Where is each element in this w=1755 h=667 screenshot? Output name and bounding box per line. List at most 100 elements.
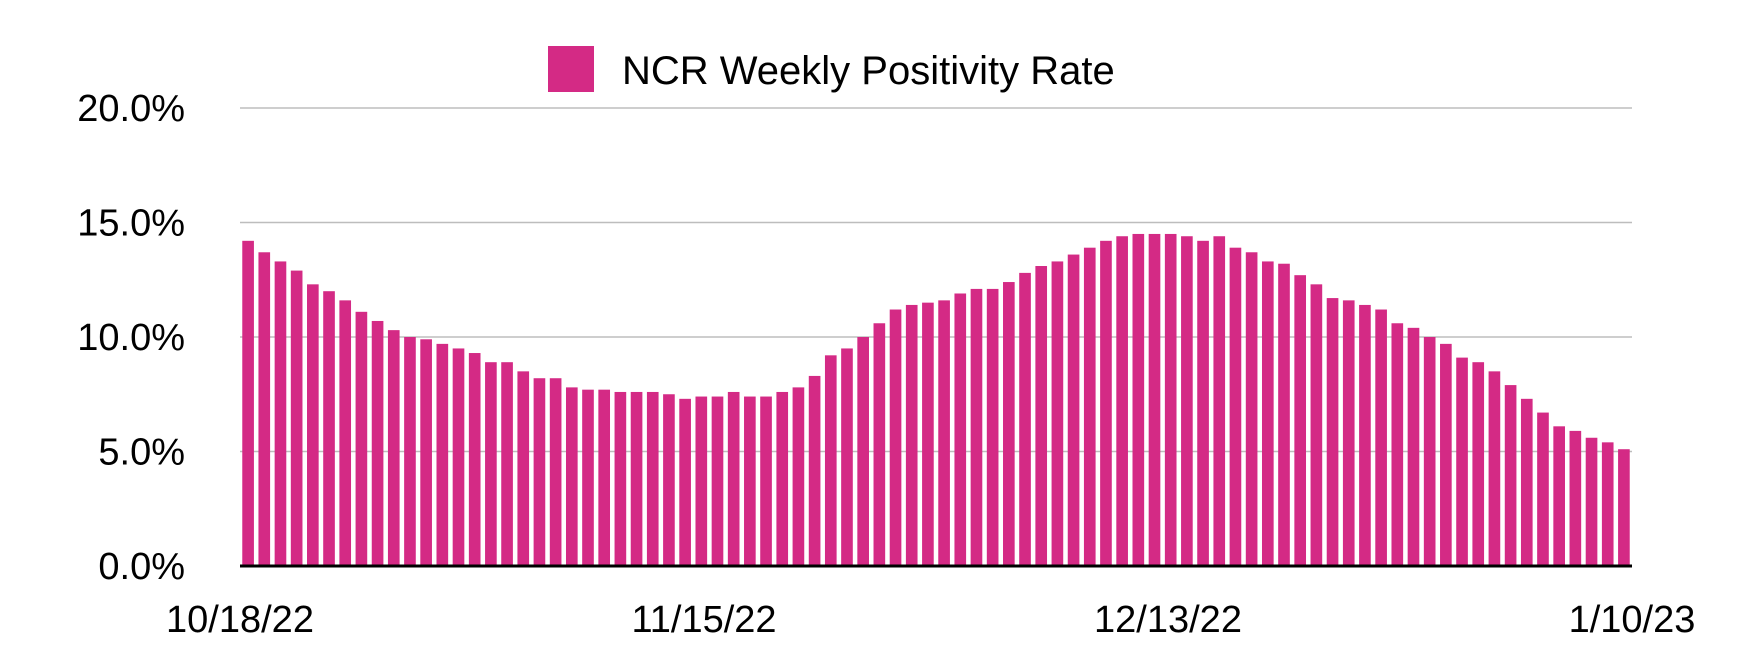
bar [1229,247,1242,566]
bar [1100,240,1112,566]
bar [1342,300,1355,566]
bar [938,300,950,566]
bar [1261,261,1274,566]
legend: NCR Weekly Positivity Rate [548,46,1115,93]
x-tick-label: 11/15/22 [631,599,776,641]
bar [387,330,400,566]
bar [1440,343,1452,566]
bar [695,396,708,566]
bar [841,348,853,566]
bar [1148,233,1161,566]
legend-swatch [548,46,594,92]
gridlines [240,107,1632,453]
bar [614,391,627,566]
bar [1067,254,1080,566]
bar [1423,337,1436,566]
x-tick-label: 10/18/22 [166,599,314,641]
bar [1310,284,1323,566]
bar [1391,323,1404,566]
bar [663,394,675,566]
bar [808,375,821,566]
bar [1375,309,1387,566]
bar [468,353,481,566]
bar [1601,442,1614,566]
bar [1035,266,1048,566]
bar [824,355,837,566]
bar [420,339,432,566]
bar [1245,252,1258,566]
bar [954,293,967,566]
bar [889,309,902,566]
bar [1197,240,1209,566]
bar [1326,298,1339,566]
bar [1359,304,1371,566]
bar [582,389,594,566]
y-tick-label: 0.0% [98,546,185,588]
bar [242,240,254,566]
bar [1456,357,1468,566]
bar [1618,449,1630,566]
bar [1051,261,1064,566]
bar [1278,263,1290,566]
legend-label: NCR Weekly Positivity Rate [622,49,1115,93]
bar [1132,233,1145,566]
bar [1504,385,1517,566]
bar [307,284,319,566]
bar [679,398,691,566]
bar [1537,412,1549,566]
bar [436,343,449,566]
bar [711,396,724,566]
x-tick-label: 12/13/22 [1094,599,1242,641]
bar [258,252,271,566]
bar [776,391,789,566]
bar [744,396,756,566]
x-axis-tick-labels: 10/18/22 11/15/22 12/13/22 1/10/23 [166,599,1695,641]
bar [970,288,983,566]
bar [323,291,335,566]
bar [646,391,659,566]
bar [1213,236,1226,567]
bar [1472,362,1485,566]
bar [452,348,465,566]
bar [905,304,918,566]
bar [290,270,303,566]
bar [339,300,352,566]
bar [986,288,999,566]
bar [1294,275,1307,566]
bar [727,391,740,566]
y-tick-label: 5.0% [98,432,185,474]
bar [1520,398,1533,566]
bar [533,378,546,566]
x-tick-label: 1/10/23 [1569,599,1696,641]
bar [760,396,772,566]
bar [565,387,578,566]
bar [792,387,805,566]
bar [1164,233,1177,566]
bar [1003,282,1015,566]
bar [873,323,886,566]
bar [1181,236,1193,567]
bar [598,389,611,566]
bars [242,233,1630,567]
bar [630,391,643,566]
bar [485,362,497,566]
bar [1553,426,1565,566]
bar [274,261,287,566]
bar [1407,327,1420,566]
bar [922,302,934,566]
y-axis-tick-labels: 0.0% 5.0% 10.0% 15.0% 20.0% [77,88,185,588]
bar [517,371,530,566]
y-tick-label: 15.0% [77,203,185,245]
y-tick-label: 10.0% [77,317,185,359]
bar [857,337,869,566]
bar [1585,437,1598,566]
bar [1116,236,1128,567]
bar [1569,430,1582,566]
bar [404,337,416,566]
bar [501,362,513,566]
y-tick-label: 20.0% [77,88,185,130]
bar [371,320,384,566]
bar [355,311,368,566]
